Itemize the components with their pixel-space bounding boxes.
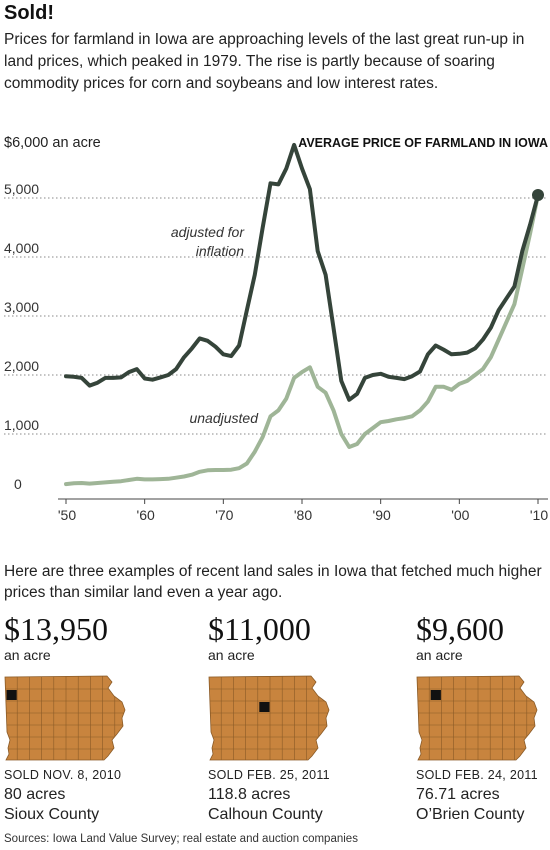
x-tick-label: '10 — [530, 507, 548, 523]
sale-acres: 118.8 acres — [208, 786, 291, 803]
sales-intro-text: Here are three examples of recent land s… — [4, 563, 542, 601]
y-tick-label: 3,000 — [4, 299, 39, 315]
county-grid — [417, 676, 537, 760]
iowa-state-shape — [417, 676, 537, 760]
y-tick-labels: 5,000 4,000 3,000 2,000 1,000 0 — [4, 181, 39, 492]
iowa-state-border — [208, 675, 330, 761]
sold-county-marker — [259, 702, 270, 712]
sale-price-unit: an acre — [4, 647, 51, 663]
y-tick-label: 1,000 — [4, 417, 39, 433]
iowa-state-border — [416, 675, 538, 761]
adjusted-series-label-line1: adjusted for — [171, 224, 245, 240]
series-layer — [64, 142, 544, 487]
county-grid — [5, 676, 125, 760]
sale-card-calhoun: $11,000 an acre SOLD FEB. 25, 2011 118.8… — [208, 611, 348, 823]
iowa-county-map — [416, 675, 538, 761]
sale-date: SOLD FEB. 24, 2011 — [416, 768, 538, 782]
iowa-county-map — [208, 675, 330, 761]
sale-price: $11,000 — [208, 611, 311, 647]
sale-date: SOLD FEB. 25, 2011 — [208, 768, 330, 782]
x-tick-label: '80 — [294, 507, 312, 523]
y-tick-label: 2,000 — [4, 358, 39, 374]
iowa-state-border — [4, 675, 126, 761]
sale-price: $13,950 — [4, 611, 108, 647]
x-tick-label: '70 — [215, 507, 233, 523]
x-tick-label: '50 — [58, 507, 76, 523]
sale-card-sioux: $13,950 an acre SOLD NOV. 8, 2010 80 acr… — [4, 611, 144, 823]
sold-county-marker — [430, 690, 441, 700]
sale-county: Calhoun County — [208, 806, 323, 823]
y-tick-label: 0 — [14, 476, 22, 492]
sold-county-marker — [6, 690, 17, 700]
sale-price-unit: an acre — [416, 647, 463, 663]
sale-county: Sioux County — [4, 806, 100, 823]
source-note: Sources: Iowa Land Value Survey; real es… — [4, 833, 358, 845]
adjusted-series-label-line2: inflation — [196, 243, 244, 259]
sale-price: $9,600 — [416, 611, 504, 647]
sale-acres: 80 acres — [4, 786, 66, 803]
y-axis-label: $6,000 an acre — [4, 135, 101, 151]
x-tick-labels: '50 '60 '70 '80 '90 '00 '10 — [58, 507, 548, 523]
unadjusted-series-line — [64, 193, 540, 487]
county-grid — [209, 676, 329, 760]
intro-text: Prices for farmland in Iowa are approach… — [4, 31, 525, 92]
x-tick-label: '60 — [137, 507, 155, 523]
chart-title: AVERAGE PRICE OF FARMLAND IN IOWA — [298, 136, 548, 150]
sale-county: O’Brien County — [416, 806, 525, 823]
x-tick-label: '00 — [451, 507, 469, 523]
iowa-state-shape — [209, 676, 329, 760]
iowa-state-shape — [5, 676, 125, 760]
sale-card-obrien: $9,600 an acre SOLD FEB. 24, 2011 76.71 … — [416, 611, 550, 823]
x-tick-label: '90 — [373, 507, 391, 523]
adjusted-series-line — [64, 142, 540, 402]
y-tick-label: 4,000 — [4, 240, 39, 256]
iowa-county-map — [4, 675, 126, 761]
sale-acres: 76.71 acres — [416, 786, 500, 803]
headline: Sold! — [4, 2, 54, 24]
unadjusted-series-label: unadjusted — [189, 410, 259, 426]
grid-layer — [4, 197, 548, 504]
latest-value-dot — [532, 189, 544, 202]
sale-date: SOLD NOV. 8, 2010 — [4, 768, 122, 782]
sale-price-unit: an acre — [208, 647, 255, 663]
farmland-price-chart: $6,000 an acre AVERAGE PRICE OF FARMLAND… — [4, 135, 548, 523]
y-tick-label: 5,000 — [4, 181, 39, 197]
